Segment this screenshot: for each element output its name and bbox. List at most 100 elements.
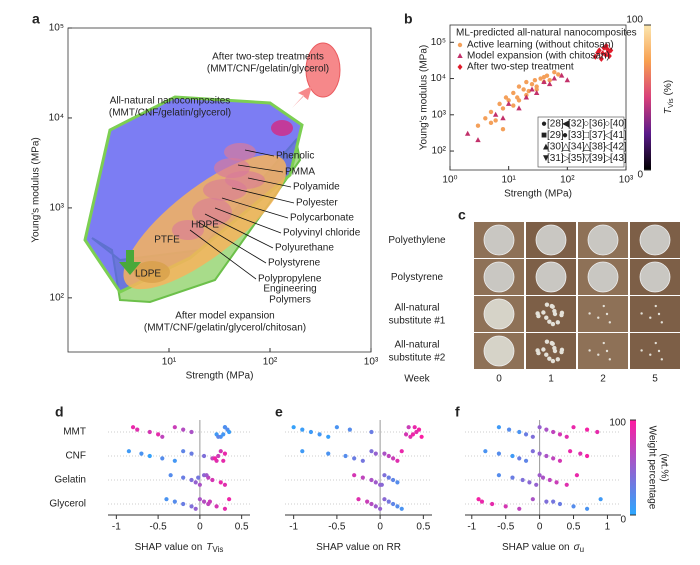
swarm-point (386, 475, 391, 480)
swarm-point (227, 429, 232, 435)
annotation: PMMA (285, 167, 315, 178)
sample-fragment (550, 304, 555, 309)
point (488, 109, 494, 115)
reference-label: [28] (547, 119, 564, 130)
swarm-point (317, 432, 322, 437)
y-tick-label: 10⁴ (49, 113, 64, 124)
point (558, 72, 565, 78)
annotation: Polymers (269, 295, 311, 306)
swarm-point (595, 429, 600, 435)
sample-fragment (559, 310, 565, 316)
point (538, 76, 543, 81)
swarm-point (520, 477, 525, 483)
point (524, 79, 529, 85)
sample-fragment (550, 321, 556, 327)
reference-marker: ▼ (541, 153, 551, 164)
point (556, 72, 561, 77)
label-subscript: u (580, 545, 584, 554)
label-subscript: Vis (668, 98, 675, 108)
annotation: HDPE (191, 220, 219, 231)
swarm-point (399, 449, 404, 454)
x-tick-label: 10³ (619, 175, 634, 186)
y-tick-label: 10⁴ (431, 73, 446, 84)
swarm-point (537, 473, 542, 478)
sample-fragment (608, 358, 612, 361)
ldpe-ellipse (134, 261, 170, 283)
reference-label: [36] (589, 119, 606, 130)
point (541, 79, 547, 85)
label-symbol: T (663, 107, 674, 114)
sample-disk (639, 261, 671, 293)
swarm-point (506, 427, 512, 432)
swarm-point (496, 425, 502, 430)
swarm-point (517, 429, 522, 435)
leader-line (247, 177, 292, 188)
annotation: LDPE (135, 269, 161, 280)
swarm-point (517, 506, 522, 511)
annotation: Polyamide (293, 182, 340, 193)
swarm-point (212, 456, 218, 461)
reference-label: [33] (568, 130, 585, 141)
reference-marker: ■ (541, 130, 547, 141)
sample-fragment (536, 350, 541, 356)
x-axis-label: SHAP value on σu (502, 542, 584, 554)
two-step-region (305, 42, 341, 98)
annotation: (MMT/CNF/gelatin/glycerol/chitosan) (144, 323, 306, 334)
y-tick-label: 10³ (432, 109, 447, 120)
legend-label: Active learning (without chitosan) (467, 40, 614, 51)
swarm-point (373, 480, 378, 485)
x-tick-label: 10² (263, 357, 278, 368)
row-label: Polyethylene (388, 235, 446, 246)
x-tick-label: 0 (377, 522, 383, 533)
colorbar-tick-label: 0 (637, 170, 643, 181)
leader-line (189, 229, 257, 280)
swarm-point (126, 449, 131, 454)
reference-label: [31] (547, 153, 564, 164)
point (506, 98, 511, 103)
point (488, 120, 494, 126)
point (516, 84, 522, 89)
swarm-point (578, 451, 583, 456)
sample-disk (483, 261, 515, 293)
reference-marker: □ (583, 130, 589, 141)
annotation: Polyester (296, 198, 338, 209)
sample-fragment (597, 316, 600, 319)
leader-line (197, 221, 267, 264)
swarm-point (160, 434, 165, 439)
point (552, 69, 557, 75)
swarm-point (181, 427, 186, 432)
annotation: (MMT/CNF/gelatin/glycerol) (109, 108, 231, 119)
annotation: Polypropylene (258, 274, 322, 285)
colorbar (630, 420, 636, 515)
swarm-point (571, 504, 576, 509)
x-tick-label: 0.5 (567, 522, 581, 533)
sample-fragment (657, 312, 661, 316)
sample-fragment (605, 349, 609, 353)
swarm-point (530, 449, 535, 454)
swarm-point (352, 456, 357, 461)
leader-line (237, 164, 284, 173)
reference-marker: ▲ (541, 142, 551, 153)
sample-fragment (547, 356, 552, 361)
photo (526, 333, 576, 369)
arrow (119, 250, 141, 275)
leader-line (231, 187, 295, 204)
label-text: SHAP value on (502, 542, 570, 553)
reference-label: [30] (547, 142, 564, 153)
swarm-point (147, 429, 152, 435)
x-tick-label: 10² (560, 175, 575, 186)
annotation: (MMT/CNF/gelatin/glycerol) (207, 64, 329, 75)
panel-letter: f (455, 404, 460, 420)
swarm-point (530, 497, 535, 502)
swarm-point (210, 477, 215, 483)
point (606, 52, 612, 59)
swarm-point (334, 425, 339, 430)
axes-frame (449, 24, 627, 171)
swarm-point (557, 458, 563, 463)
point (492, 111, 499, 117)
annotation: Polyurethane (275, 243, 334, 254)
x-tick-label: 10³ (364, 357, 379, 368)
swarm-point (147, 453, 152, 459)
swarm-point (410, 432, 416, 437)
swarm-point (564, 482, 569, 487)
